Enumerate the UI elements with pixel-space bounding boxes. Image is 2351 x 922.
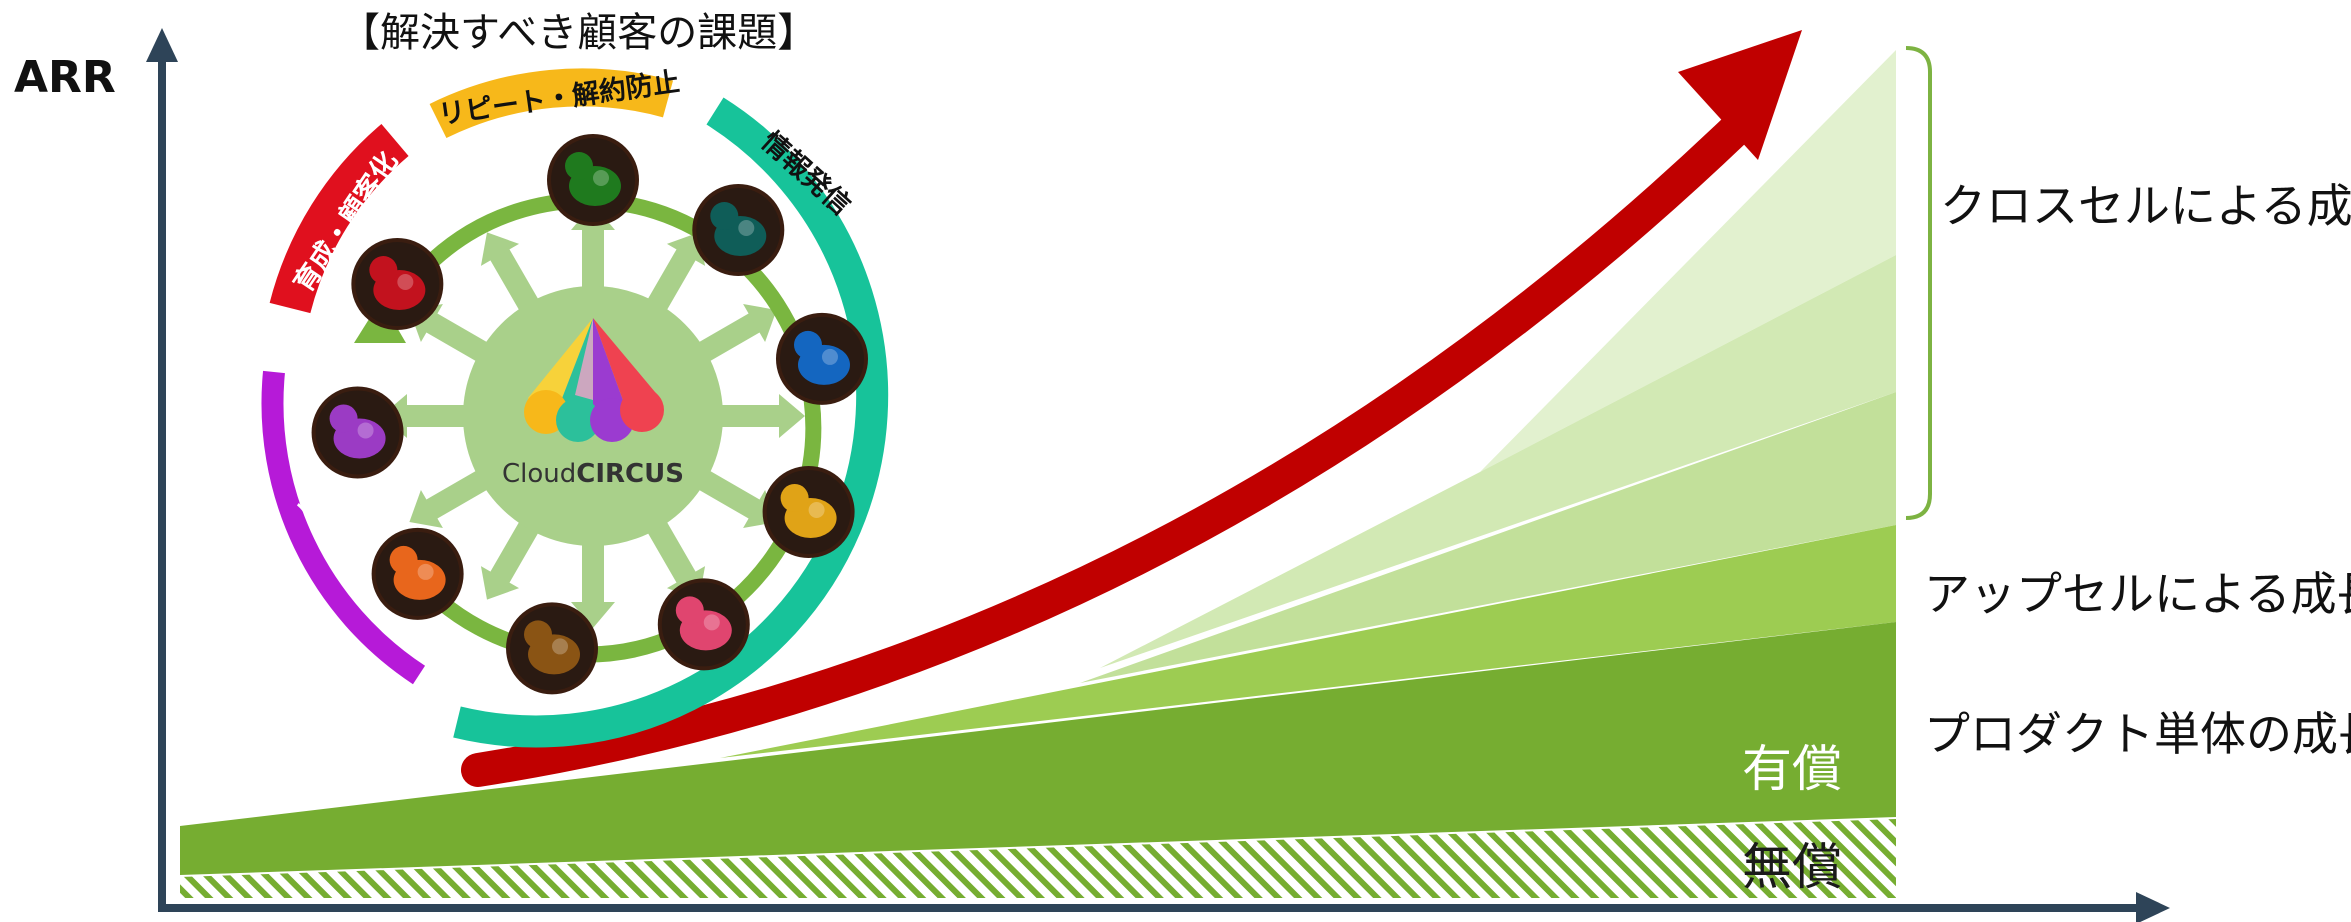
cross-sell-area-3 — [1480, 50, 1896, 472]
upsell-area — [720, 525, 1896, 758]
hub-ray-arrowhead — [480, 566, 520, 600]
goat-icon — [692, 184, 785, 277]
paid-label: 有償 — [1742, 740, 1842, 798]
cloudcircus-logo-icon — [524, 318, 664, 442]
logo-text-bold: CIRCUS — [576, 459, 684, 489]
band-experience — [261, 370, 426, 685]
monkey-icon — [775, 312, 868, 405]
free-area-hatched — [180, 819, 1896, 898]
band-nurture — [269, 123, 409, 314]
hub-ray-arrowhead — [480, 232, 520, 266]
paid-area — [180, 622, 1896, 875]
cross-sell-area-1 — [1080, 392, 1896, 683]
x-axis-arrowhead — [2136, 892, 2170, 922]
animal-icons — [311, 134, 868, 695]
logo-text: CloudCIRCUS — [502, 459, 684, 489]
band-repeat — [429, 68, 674, 139]
y-axis-arrowhead — [146, 28, 178, 62]
growth-areas — [180, 50, 1896, 898]
hub-ray-arrowhead — [743, 303, 777, 343]
customer-cycle: 【解決すべき顧客の課題】 CloudCIRCUS 体験 育 — [261, 10, 889, 748]
cycle-heading: 【解決すべき顧客の課題】 — [340, 10, 817, 56]
cat-icon — [371, 527, 464, 620]
squirrel-icon — [506, 602, 599, 695]
bear-icon — [311, 386, 404, 479]
hub-ray-arrowhead — [409, 489, 443, 529]
rabbit-icon — [351, 238, 444, 331]
pig-icon — [657, 578, 750, 671]
growth-arrow — [461, 30, 1802, 787]
swan-icon — [762, 465, 855, 558]
y-axis-label: ARR — [14, 52, 116, 103]
up-sell-label: アップセルによる成長 — [1924, 567, 2351, 621]
hub-ray-arrowhead — [779, 394, 805, 438]
hub-ray-arrowhead — [571, 602, 615, 628]
free-label: 無償 — [1742, 838, 1842, 896]
cross-sell-label: クロスセルによる成長 — [1940, 179, 2351, 233]
cross-sell-bracket — [1905, 46, 1932, 520]
turtle-icon — [547, 134, 639, 226]
axes: ARR — [14, 28, 2170, 922]
logo-text-light: Cloud — [502, 459, 576, 489]
product-growth-label: プロダクト単体の成長 — [1924, 707, 2351, 761]
